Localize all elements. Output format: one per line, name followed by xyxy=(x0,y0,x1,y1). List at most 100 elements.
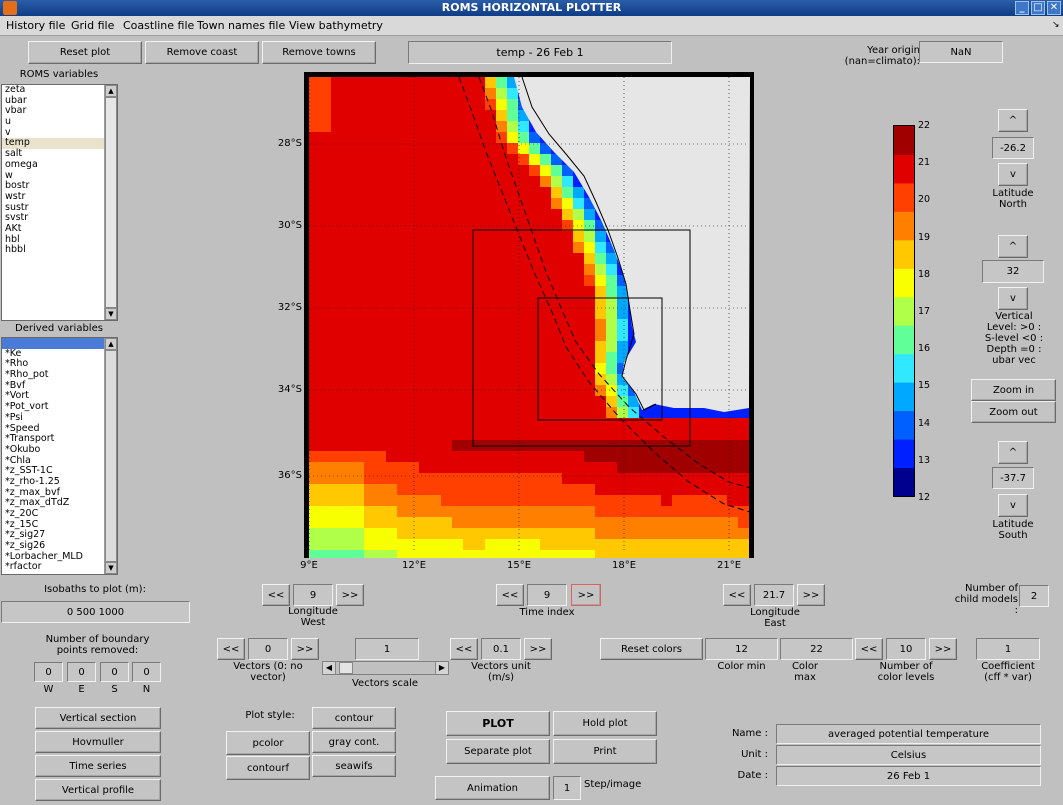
close-icon[interactable]: ✕ xyxy=(1047,1,1061,15)
seawifs-button[interactable]: seawifs xyxy=(312,755,396,777)
derived-variables-scrollbar[interactable]: ▲ ▼ xyxy=(104,338,117,574)
longitude-east-next-button[interactable]: >> xyxy=(797,584,825,606)
derived-variable-item[interactable]: *z_sig27 xyxy=(5,529,46,541)
roms-variables-list[interactable]: zeta ubar vbar u v temp salt omega w bostr wstr sus… xyxy=(1,84,118,321)
scroll-down-icon[interactable]: ▼ xyxy=(105,562,117,574)
derived-variable-item[interactable]: *z_SST-1C xyxy=(5,465,53,477)
derived-variable-item[interactable]: *Chla xyxy=(5,454,31,466)
derived-variable-item[interactable]: *z_max_bvf xyxy=(5,486,60,498)
boundary-west-input[interactable]: 0 xyxy=(34,662,63,682)
vectors-input[interactable]: 0 xyxy=(248,638,288,660)
longitude-west-prev-button[interactable]: << xyxy=(262,584,290,606)
derived-variable-item[interactable]: *rfactor xyxy=(5,561,42,573)
vectors-unit-input[interactable]: 0.1 xyxy=(481,638,521,660)
longitude-west-next-button[interactable]: >> xyxy=(336,584,364,606)
roms-variable-item[interactable]: AKt xyxy=(5,222,22,234)
roms-variable-item[interactable]: v xyxy=(5,126,11,138)
vertical-level-down-button[interactable]: v xyxy=(998,287,1028,310)
year-origin-input[interactable]: NaN xyxy=(919,41,1003,63)
roms-variable-item[interactable]: ubar xyxy=(5,94,27,106)
hovmuller-button[interactable]: Hovmuller xyxy=(35,731,161,753)
menu-town-names-file[interactable]: Town names file xyxy=(197,19,286,32)
vectors-unit-next-button[interactable]: >> xyxy=(524,638,552,660)
derived-variable-item[interactable]: *z_rho-1.25 xyxy=(5,475,60,487)
vectors-next-button[interactable]: >> xyxy=(291,638,319,660)
roms-variable-item[interactable]: zeta xyxy=(5,84,26,95)
derived-variable-item[interactable]: *z_sig26 xyxy=(5,540,46,552)
latitude-south-input[interactable]: -37.7 xyxy=(992,467,1034,489)
color-min-input[interactable]: 12 xyxy=(705,638,778,660)
map-plot[interactable] xyxy=(304,72,754,561)
minimize-icon[interactable]: _ xyxy=(1015,1,1029,15)
roms-variable-item[interactable]: hbl xyxy=(5,233,20,245)
boundary-east-input[interactable]: 0 xyxy=(67,662,96,682)
derived-variable-item[interactable] xyxy=(2,338,117,349)
roms-variable-item[interactable]: omega xyxy=(5,158,38,170)
boundary-north-input[interactable]: 0 xyxy=(132,662,161,682)
vertical-level-input[interactable]: 32 xyxy=(982,260,1044,283)
slider-left-icon[interactable]: ◀ xyxy=(323,662,336,674)
vectors-scale-input[interactable]: 1 xyxy=(355,638,419,660)
derived-variable-item[interactable]: *Vort xyxy=(5,390,29,402)
derived-variable-item[interactable]: *Pot_vort xyxy=(5,401,49,413)
derived-variable-item[interactable]: *Okubo xyxy=(5,443,41,455)
pcolor-button[interactable]: pcolor xyxy=(226,731,310,755)
derived-variable-item[interactable]: *Ke xyxy=(5,347,22,359)
remove-coast-button[interactable]: Remove coast xyxy=(145,41,259,64)
derived-variable-item[interactable]: *Rho_pot xyxy=(5,369,49,381)
contour-button[interactable]: contour xyxy=(312,707,396,729)
vectors-scale-slider[interactable]: ◀ ▶ xyxy=(322,661,449,675)
remove-towns-button[interactable]: Remove towns xyxy=(262,41,376,64)
roms-variable-item[interactable]: salt xyxy=(5,148,23,160)
step-image-input[interactable]: 1 xyxy=(553,776,581,800)
slider-thumb[interactable] xyxy=(339,662,353,674)
vertical-level-up-button[interactable]: ^ xyxy=(998,235,1028,258)
latitude-north-up-button[interactable]: ^ xyxy=(998,109,1028,132)
isobaths-input[interactable]: 0 500 1000 xyxy=(1,601,190,623)
derived-variable-item[interactable]: *z_15C xyxy=(5,518,39,530)
animation-button[interactable]: Animation xyxy=(435,776,550,800)
menu-overflow-icon[interactable]: ↘ xyxy=(1052,20,1060,30)
time-index-input[interactable]: 9 xyxy=(527,584,567,606)
latitude-north-down-button[interactable]: v xyxy=(998,163,1028,186)
roms-variable-item[interactable]: svstr xyxy=(5,212,29,224)
derived-variable-item[interactable]: *z_20C xyxy=(5,508,39,519)
derived-variable-item[interactable]: *Lorbacher_MLD xyxy=(5,550,83,562)
time-series-button[interactable]: Time series xyxy=(35,755,161,777)
menu-coastline-file[interactable]: Coastline file xyxy=(123,19,195,32)
reset-plot-button[interactable]: Reset plot xyxy=(28,41,142,64)
vectors-prev-button[interactable]: << xyxy=(217,638,245,660)
menu-history-file[interactable]: History file xyxy=(6,19,66,32)
latitude-south-down-button[interactable]: v xyxy=(998,494,1028,517)
derived-variable-item[interactable]: *Bvf xyxy=(5,379,26,391)
print-button[interactable]: Print xyxy=(553,739,657,764)
boundary-south-input[interactable]: 0 xyxy=(100,662,129,682)
derived-variable-item[interactable]: *Psi xyxy=(5,411,23,423)
derived-variable-item[interactable]: *Transport xyxy=(5,433,55,445)
reset-colors-button[interactable]: Reset colors xyxy=(600,638,703,660)
derived-variable-item[interactable]: *Rho xyxy=(5,358,29,370)
roms-variable-item[interactable]: temp xyxy=(2,138,117,150)
scroll-down-icon[interactable]: ▼ xyxy=(105,308,117,320)
menu-grid-file[interactable]: Grid file xyxy=(71,19,115,32)
longitude-west-input[interactable]: 9 xyxy=(293,584,333,606)
color-levels-next-button[interactable]: >> xyxy=(929,638,957,660)
scroll-up-icon[interactable]: ▲ xyxy=(105,338,117,350)
color-levels-prev-button[interactable]: << xyxy=(855,638,883,660)
derived-variable-item[interactable]: *z_max_dTdZ xyxy=(5,497,70,509)
longitude-east-input[interactable]: 21.7 xyxy=(754,584,794,606)
roms-variable-item[interactable]: bostr xyxy=(5,180,30,192)
menu-view-bathymetry[interactable]: View bathymetry xyxy=(289,19,383,32)
hold-plot-button[interactable]: Hold plot xyxy=(553,711,657,736)
vectors-unit-prev-button[interactable]: << xyxy=(450,638,478,660)
time-index-next-button[interactable]: >> xyxy=(571,584,601,606)
roms-variables-scrollbar[interactable]: ▲ ▼ xyxy=(104,85,117,320)
gray-contour-button[interactable]: gray cont. xyxy=(312,731,396,753)
color-max-input[interactable]: 22 xyxy=(780,638,853,660)
longitude-east-prev-button[interactable]: << xyxy=(723,584,751,606)
time-index-prev-button[interactable]: << xyxy=(496,584,524,606)
vertical-section-button[interactable]: Vertical section xyxy=(35,707,161,729)
latitude-north-input[interactable]: -26.2 xyxy=(992,137,1034,159)
derived-variable-item[interactable]: *Speed xyxy=(5,422,40,434)
roms-variable-item[interactable]: u xyxy=(5,116,12,128)
